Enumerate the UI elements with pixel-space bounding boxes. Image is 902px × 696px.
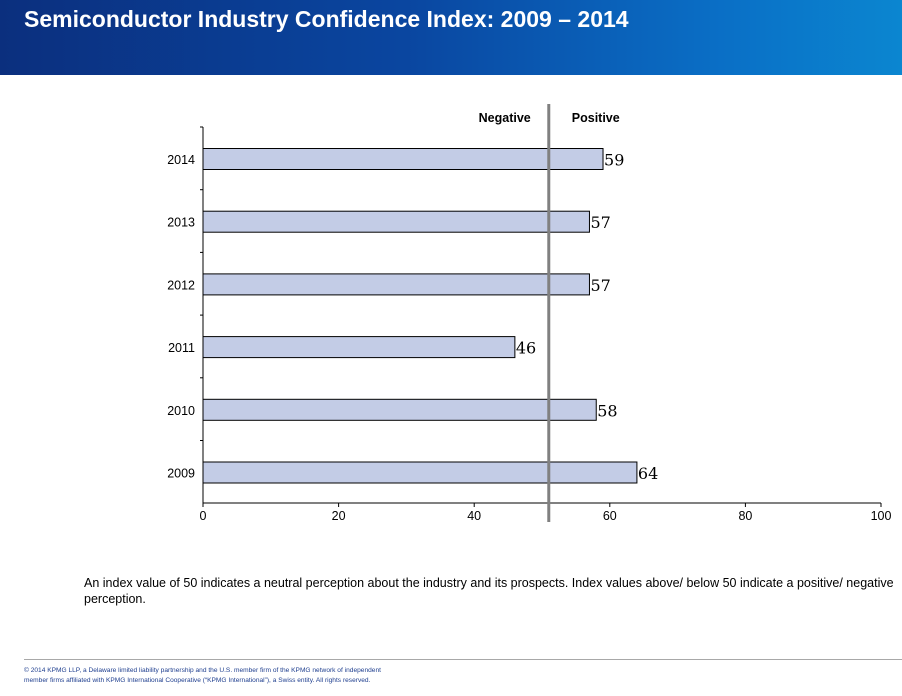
data-label-2014: 59 (604, 151, 624, 170)
data-label-2011: 46 (516, 339, 536, 358)
axes-layer (200, 126, 882, 507)
header-banner: Semiconductor Industry Confidence Index:… (0, 0, 902, 75)
labels-layer: 2014 59 2013 57 2012 57 2011 46 2010 58 2009 64 0 20 4… (167, 111, 891, 523)
bar-2010 (202, 398, 597, 421)
data-label-2013: 57 (590, 213, 610, 232)
x-tick-label-60: 60 (603, 509, 617, 523)
chart-footnote: An index value of 50 indicates a neutral… (84, 576, 894, 606)
data-label-2009: 64 (638, 464, 658, 483)
category-label-2013: 2013 (167, 216, 195, 230)
copyright-line-1: © 2014 KPMG LLP, a Delaware limited liab… (24, 667, 381, 674)
category-label-2014: 2014 (167, 153, 195, 167)
category-label-2012: 2012 (167, 278, 195, 292)
x-tick-label-40: 40 (467, 509, 481, 523)
bars-layer (202, 148, 638, 484)
footer-divider (24, 659, 902, 660)
category-label-2010: 2010 (167, 404, 195, 418)
x-tick-label-20: 20 (332, 509, 346, 523)
bar-2014 (202, 148, 604, 170)
bar-2011 (202, 336, 516, 359)
data-label-2010: 58 (597, 401, 617, 420)
bar-2013 (202, 210, 590, 233)
page-title: Semiconductor Industry Confidence Index:… (24, 6, 629, 32)
confidence-index-bar-chart: 2014 59 2013 57 2012 57 2011 46 2010 58 2009 64 0 20 4… (167, 104, 891, 523)
x-tick-label-100: 100 (871, 509, 892, 523)
copyright-notice: © 2014 KPMG LLP, a Delaware limited liab… (24, 666, 444, 686)
x-tick-label-80: 80 (738, 509, 752, 523)
category-label-2011: 2011 (168, 341, 195, 355)
bar-2009 (202, 461, 638, 484)
bar-2012 (202, 273, 590, 296)
region-label-negative: Negative (479, 111, 531, 125)
data-label-2012: 57 (590, 276, 610, 295)
copyright-line-2: member firms affiliated with KPMG Intern… (24, 677, 371, 684)
region-label-positive: Positive (572, 111, 620, 125)
category-label-2009: 2009 (167, 467, 195, 481)
x-tick-label-0: 0 (200, 509, 207, 523)
